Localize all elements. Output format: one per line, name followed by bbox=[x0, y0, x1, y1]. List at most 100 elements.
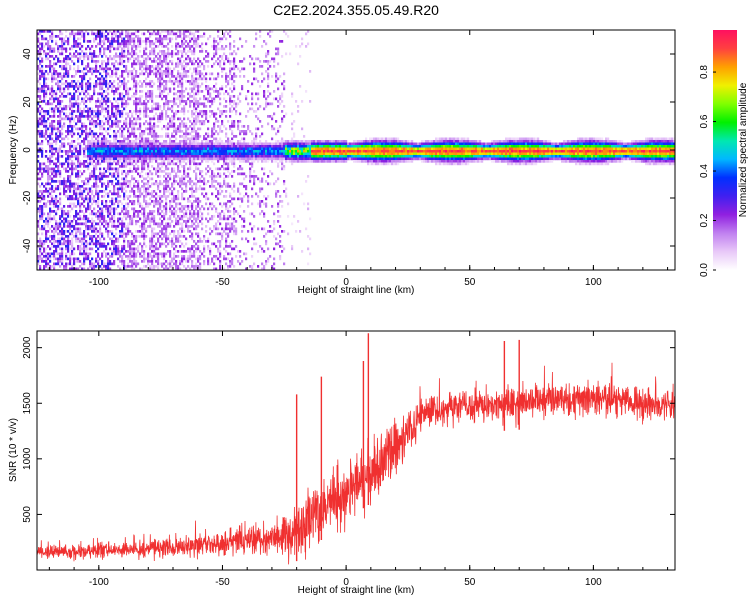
heatmap-cell bbox=[115, 112, 118, 116]
heatmap-cell bbox=[163, 267, 166, 271]
heatmap-cell bbox=[95, 32, 98, 36]
heatmap-cell bbox=[41, 252, 44, 256]
heatmap-cell bbox=[179, 210, 182, 213]
heatmap-cell bbox=[135, 247, 138, 251]
heatmap-cell bbox=[203, 142, 206, 146]
heatmap-cell bbox=[61, 237, 64, 241]
heatmap-cell bbox=[117, 195, 120, 198]
heatmap-cell bbox=[59, 220, 62, 223]
heatmap-cell bbox=[47, 170, 50, 173]
heatmap-cell bbox=[89, 145, 92, 148]
heatmap-cell bbox=[85, 227, 88, 231]
heatmap-cell bbox=[133, 57, 136, 61]
heatmap-cell bbox=[103, 242, 106, 246]
heatmap-cell bbox=[85, 137, 88, 141]
heatmap-cell bbox=[111, 90, 114, 93]
heatmap-cell bbox=[179, 177, 182, 181]
heatmap-cell bbox=[137, 40, 140, 43]
heatmap-cell bbox=[169, 100, 172, 103]
heatmap-cell bbox=[189, 37, 192, 41]
heatmap-cell bbox=[83, 115, 86, 118]
heatmap-cell bbox=[157, 40, 160, 43]
heatmap-cell bbox=[133, 62, 136, 66]
heatmap-cell bbox=[103, 250, 106, 253]
heatmap-cell bbox=[81, 55, 84, 58]
heatmap-cell bbox=[189, 152, 192, 156]
heatmap-cell bbox=[123, 142, 126, 146]
heatmap-cell bbox=[101, 105, 104, 108]
heatmap-cell bbox=[129, 247, 132, 251]
heatmap-cell bbox=[141, 170, 144, 173]
heatmap-cell bbox=[119, 135, 122, 138]
heatmap-cell bbox=[129, 190, 132, 193]
heatmap-cell bbox=[117, 205, 120, 208]
heatmap-cell bbox=[207, 145, 210, 148]
heatmap-cell bbox=[163, 72, 166, 76]
heatmap-cell bbox=[143, 237, 146, 241]
heatmap-cell bbox=[155, 245, 158, 248]
heatmap-cell bbox=[51, 30, 54, 33]
heatmap-cell bbox=[133, 262, 136, 266]
heatmap-cell bbox=[215, 152, 218, 156]
heatmap-cell bbox=[197, 155, 200, 158]
heatmap-cell bbox=[63, 42, 66, 46]
heatmap-cell bbox=[87, 115, 90, 118]
heatmap-cell bbox=[41, 217, 44, 221]
heatmap-cell bbox=[151, 160, 154, 163]
heatmap-cell bbox=[141, 95, 144, 98]
heatmap-cell bbox=[99, 110, 102, 113]
heatmap-cell bbox=[129, 195, 132, 198]
heatmap-cell bbox=[57, 227, 60, 231]
heatmap-cell bbox=[45, 240, 48, 243]
heatmap-cell bbox=[75, 115, 78, 118]
heatmap-cell bbox=[59, 175, 62, 178]
heatmap-cell bbox=[63, 162, 66, 166]
heatmap-cell bbox=[109, 205, 112, 208]
heatmap-cell bbox=[39, 240, 42, 243]
heatmap-cell bbox=[181, 155, 184, 158]
heatmap-cell bbox=[193, 252, 196, 256]
heatmap-cell bbox=[55, 222, 58, 226]
heatmap-cell bbox=[99, 32, 102, 36]
heatmap-cell bbox=[167, 167, 170, 171]
heatmap-cell bbox=[51, 137, 54, 141]
heatmap-cell bbox=[77, 127, 80, 131]
heatmap-cell bbox=[103, 262, 106, 266]
heatmap-cell bbox=[101, 100, 104, 103]
heatmap-cell bbox=[161, 170, 164, 173]
heatmap-cell bbox=[89, 152, 92, 156]
heatmap-cell bbox=[115, 152, 118, 156]
heatmap-cell bbox=[97, 105, 100, 108]
heatmap-cell bbox=[153, 167, 156, 171]
heatmap-cell bbox=[43, 132, 46, 136]
heatmap-cell bbox=[39, 60, 42, 63]
heatmap-cell bbox=[67, 137, 70, 141]
heatmap-cell bbox=[209, 95, 212, 98]
heatmap-cell bbox=[145, 45, 148, 48]
heatmap-cell bbox=[217, 150, 220, 153]
heatmap-cell bbox=[119, 222, 122, 226]
heatmap-cell bbox=[73, 202, 76, 206]
heatmap-cell bbox=[201, 120, 204, 123]
heatmap-cell bbox=[163, 235, 166, 238]
heatmap-cell bbox=[171, 152, 174, 156]
heatmap-cell bbox=[89, 40, 92, 43]
heatmap-cell bbox=[131, 155, 134, 158]
heatmap-cell bbox=[117, 175, 120, 178]
heatmap-cell bbox=[115, 207, 118, 211]
heatmap-cell bbox=[43, 212, 46, 216]
heatmap-cell bbox=[111, 237, 114, 241]
heatmap-cell bbox=[161, 97, 164, 101]
heatmap-cell bbox=[201, 212, 204, 216]
heatmap-cell bbox=[193, 200, 196, 203]
heatmap-cell bbox=[167, 157, 170, 161]
heatmap-cell bbox=[93, 150, 96, 153]
heatmap-cell bbox=[107, 215, 110, 218]
heatmap-cell bbox=[131, 50, 134, 53]
heatmap-cell bbox=[83, 262, 86, 266]
heatmap-cell bbox=[117, 245, 120, 248]
heatmap-cell bbox=[47, 200, 50, 203]
heatmap-cell bbox=[43, 30, 46, 33]
heatmap-cell bbox=[71, 97, 74, 101]
heatmap-cell bbox=[163, 187, 166, 191]
